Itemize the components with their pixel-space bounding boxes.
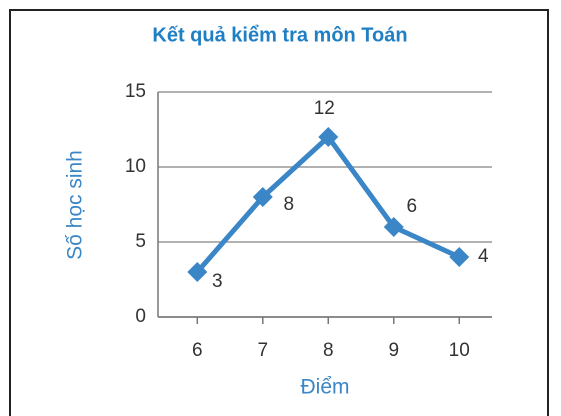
y-tick-label: 15 [125, 81, 146, 102]
data-label: 3 [212, 271, 223, 292]
point [449, 247, 470, 267]
x-tick-label: 9 [388, 340, 399, 361]
x-tick-label: 6 [192, 340, 203, 361]
y-axis-label: Số học sinh [64, 150, 87, 260]
data-label: 12 [314, 98, 335, 119]
x-tick-label: 7 [257, 340, 268, 361]
frame [9, 9, 549, 416]
point [252, 187, 273, 207]
y-tick-label: 10 [125, 156, 146, 177]
y-tick-label: 0 [135, 306, 146, 327]
data-label: 4 [478, 246, 489, 267]
point [383, 217, 404, 237]
chart-title: Kết quả kiểm tra môn Toán [152, 24, 407, 46]
data-label: 8 [283, 194, 294, 215]
x-axis-label: Điểm [300, 376, 349, 399]
data-label: 6 [406, 196, 417, 217]
x-tick-label: 8 [323, 340, 334, 361]
point [187, 262, 208, 282]
point [318, 127, 339, 147]
y-tick-label: 5 [135, 231, 146, 252]
x-tick-label: 10 [449, 340, 470, 361]
